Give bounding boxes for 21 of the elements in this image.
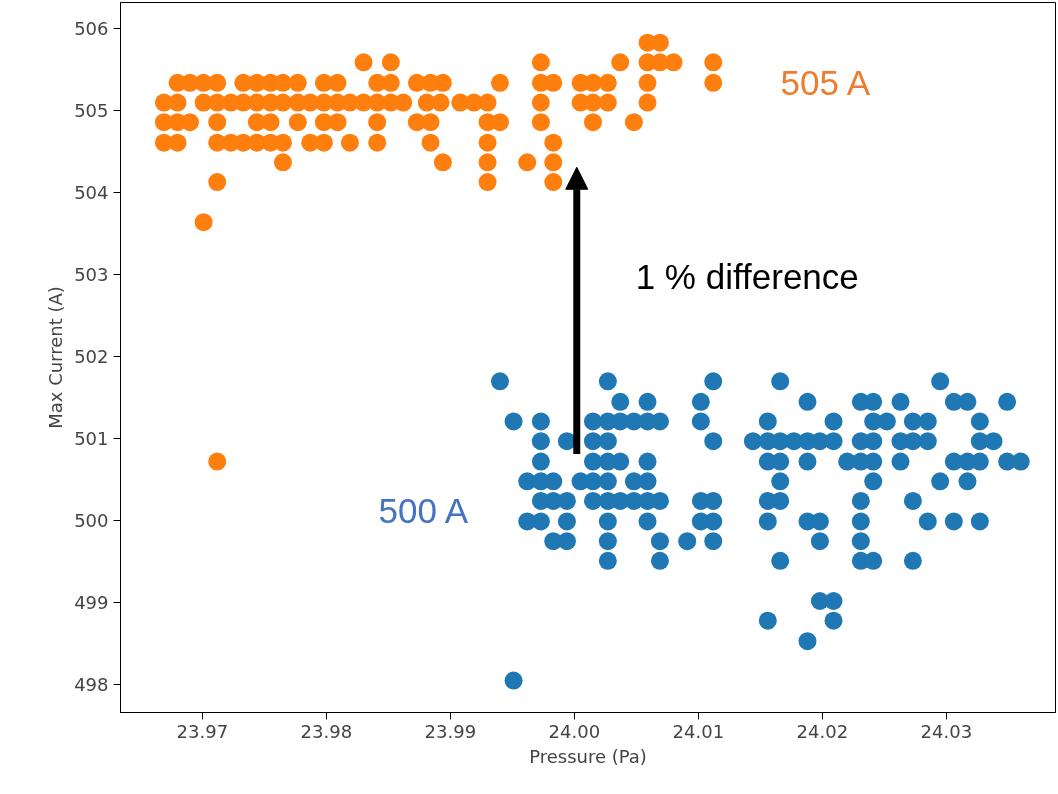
x-tick-label: 24.03 — [920, 720, 973, 742]
x-tick-label: 24.02 — [796, 720, 849, 742]
y-tick-label: 498 — [74, 674, 109, 696]
y-tick-label: 500 — [74, 510, 109, 532]
y-tick-label: 502 — [74, 346, 109, 368]
x-tick-label: 24.00 — [548, 720, 601, 742]
annotation: 500 A — [378, 491, 469, 531]
x-tick-label: 23.97 — [176, 720, 229, 742]
y-tick-label: 505 — [74, 100, 109, 122]
annotation: 505 A — [780, 62, 871, 102]
y-axis-title: Max Current (A) — [45, 286, 67, 429]
x-tick-label: 23.98 — [300, 720, 353, 742]
y-tick-label: 503 — [74, 264, 109, 286]
x-tick-label: 23.99 — [424, 720, 477, 742]
y-tick-label: 501 — [74, 428, 109, 450]
x-axis-title: Pressure (Pa) — [529, 745, 647, 767]
y-tick-label: 504 — [74, 182, 109, 204]
x-tick-label: 24.01 — [672, 720, 725, 742]
annotation: 1 % difference — [635, 257, 859, 297]
y-tick-label: 499 — [74, 592, 109, 614]
y-tick-label: 506 — [74, 18, 109, 40]
